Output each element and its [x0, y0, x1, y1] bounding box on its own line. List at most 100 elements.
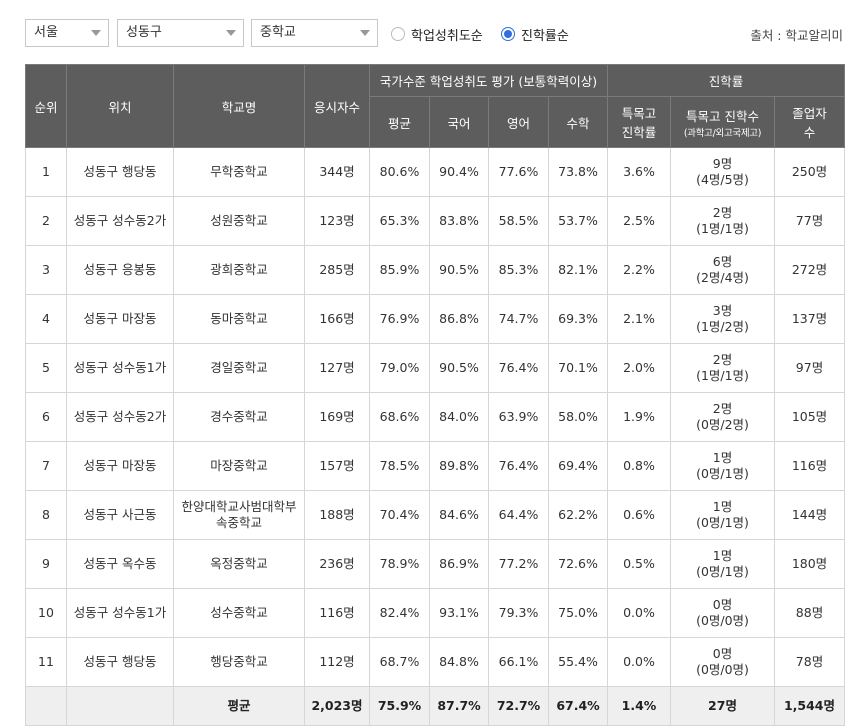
table-row: 4 성동구 마장동 동마중학교 166명 76.9% 86.8% 74.7% 69.3% 2.1…	[25, 294, 845, 344]
math-cell: 73.8%	[548, 147, 608, 197]
special-count-cell: 0명 (0명/0명)	[670, 637, 775, 687]
school-name-cell: 무학중학교	[173, 147, 305, 197]
rank-cell: 5	[25, 343, 67, 393]
avg-score-cell: 85.9%	[369, 245, 430, 295]
math-cell: 75.0%	[548, 588, 608, 638]
location-cell: 성동구 사근동	[66, 490, 174, 540]
school-name-cell: 한양대학교사범대학부속중학교	[173, 490, 305, 540]
rank-cell: 9	[25, 539, 67, 589]
graduates-cell: 137명	[774, 294, 845, 344]
special-count-total: 2명	[712, 401, 733, 416]
header-special-rate-line2: 진학률	[621, 125, 657, 140]
avg-avg: 75.9%	[369, 686, 430, 726]
radio-checked-icon	[501, 27, 515, 41]
location-cell: 성동구 성수동1가	[66, 343, 174, 393]
math-cell: 53.7%	[548, 196, 608, 246]
school-name-cell: 옥정중학교	[173, 539, 305, 589]
avg-score-cell: 76.9%	[369, 294, 430, 344]
korean-cell: 93.1%	[429, 588, 489, 638]
school-level-select-value: 중학교	[260, 25, 296, 40]
special-rate-cell: 0.0%	[607, 588, 671, 638]
header-korean: 국어	[429, 96, 489, 148]
special-count-cell: 6명 (2명/4명)	[670, 245, 775, 295]
english-cell: 64.4%	[488, 490, 549, 540]
radio-advancement-order[interactable]: 진학률순	[501, 24, 569, 44]
header-special-count-sub: (과학고/외고국제고)	[683, 127, 762, 139]
examinees-cell: 344명	[304, 147, 370, 197]
graduates-cell: 78명	[774, 637, 845, 687]
region-select-value: 서울	[34, 25, 58, 40]
avg-score-cell: 78.5%	[369, 441, 430, 491]
examinees-cell: 285명	[304, 245, 370, 295]
school-name-cell: 성원중학교	[173, 196, 305, 246]
table-row: 6 성동구 성수동2가 경수중학교 169명 68.6% 84.0% 63.9% 58.0% 1…	[25, 392, 845, 442]
math-cell: 72.6%	[548, 539, 608, 589]
rank-cell: 7	[25, 441, 67, 491]
graduates-cell: 116명	[774, 441, 845, 491]
rank-cell: 1	[25, 147, 67, 197]
math-cell: 55.4%	[548, 637, 608, 687]
english-cell: 66.1%	[488, 637, 549, 687]
math-cell: 70.1%	[548, 343, 608, 393]
special-count-total: 0명	[712, 646, 733, 661]
avg-score-cell: 79.0%	[369, 343, 430, 393]
average-row: 평균 2,023명 75.9% 87.7% 72.7% 67.4% 1.4% 2…	[25, 686, 845, 726]
examinees-cell: 123명	[304, 196, 370, 246]
school-name-cell: 행당중학교	[173, 637, 305, 687]
korean-cell: 84.6%	[429, 490, 489, 540]
avg-score-cell: 70.4%	[369, 490, 430, 540]
special-count-breakdown: (4명/5명)	[696, 172, 749, 187]
korean-cell: 83.8%	[429, 196, 489, 246]
school-name-cell: 동마중학교	[173, 294, 305, 344]
avg-score-cell: 68.6%	[369, 392, 430, 442]
rank-cell: 8	[25, 490, 67, 540]
english-cell: 76.4%	[488, 441, 549, 491]
location-cell: 성동구 성수동2가	[66, 196, 174, 246]
graduates-cell: 105명	[774, 392, 845, 442]
korean-cell: 90.4%	[429, 147, 489, 197]
graduates-cell: 180명	[774, 539, 845, 589]
english-cell: 77.2%	[488, 539, 549, 589]
radio-unchecked-icon	[391, 27, 405, 41]
examinees-cell: 166명	[304, 294, 370, 344]
special-count-breakdown: (0명/0명)	[696, 613, 749, 628]
header-avg: 평균	[369, 96, 430, 148]
examinees-cell: 157명	[304, 441, 370, 491]
special-count-total: 6명	[712, 254, 733, 269]
avg-examinees: 2,023명	[304, 686, 370, 726]
table-row: 9 성동구 옥수동 옥정중학교 236명 78.9% 86.9% 77.2% 72.6% 0.5…	[25, 539, 845, 589]
table-row: 1 성동구 행당동 무학중학교 344명 80.6% 90.4% 77.6% 73.8% 3.6…	[25, 147, 845, 197]
school-level-select[interactable]: 중학교	[251, 19, 378, 47]
special-count-total: 2명	[712, 205, 733, 220]
district-select[interactable]: 성동구	[117, 19, 244, 47]
table-row: 11 성동구 행당동 행당중학교 112명 68.7% 84.8% 66.1% 55.4% 0.…	[25, 637, 845, 687]
special-count-total: 3명	[712, 303, 733, 318]
table-row: 8 성동구 사근동 한양대학교사범대학부속중학교 188명 70.4% 84.6% 64.4…	[25, 490, 845, 540]
math-cell: 62.2%	[548, 490, 608, 540]
special-count-cell: 9명 (4명/5명)	[670, 147, 775, 197]
special-rate-cell: 3.6%	[607, 147, 671, 197]
rank-cell: 4	[25, 294, 67, 344]
examinees-cell: 188명	[304, 490, 370, 540]
location-cell: 성동구 행당동	[66, 147, 174, 197]
special-rate-cell: 0.8%	[607, 441, 671, 491]
graduates-cell: 272명	[774, 245, 845, 295]
special-count-cell: 1명 (0명/1명)	[670, 539, 775, 589]
header-location: 위치	[66, 64, 174, 148]
graduates-cell: 88명	[774, 588, 845, 638]
rank-cell: 11	[25, 637, 67, 687]
region-select[interactable]: 서울	[25, 19, 109, 47]
location-cell: 성동구 마장동	[66, 441, 174, 491]
special-rate-cell: 2.1%	[607, 294, 671, 344]
special-count-breakdown: (0명/0명)	[696, 662, 749, 677]
radio-achievement-order[interactable]: 학업성취도순	[391, 24, 483, 44]
rank-cell: 2	[25, 196, 67, 246]
korean-cell: 84.0%	[429, 392, 489, 442]
location-cell: 성동구 응봉동	[66, 245, 174, 295]
english-cell: 85.3%	[488, 245, 549, 295]
special-count-cell: 2명 (1명/1명)	[670, 196, 775, 246]
avg-label: 평균	[173, 686, 305, 726]
special-count-breakdown: (0명/2명)	[696, 417, 749, 432]
special-rate-cell: 2.0%	[607, 343, 671, 393]
location-cell: 성동구 옥수동	[66, 539, 174, 589]
